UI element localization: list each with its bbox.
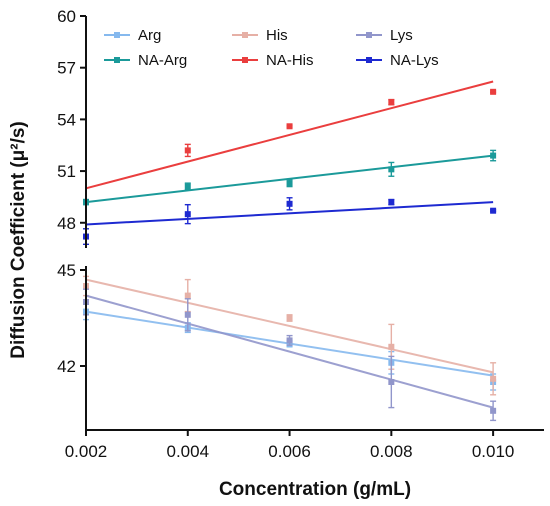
y-axis-title: Diffusion Coefficient (μ²/s)	[8, 121, 29, 359]
y-tick-label: 42	[57, 357, 76, 376]
data-point	[388, 199, 395, 206]
legend-marker	[366, 32, 372, 38]
data-point	[184, 147, 191, 154]
legend: Arg His Lys NA-Arg NA-His NA-Lys	[104, 27, 439, 69]
legend-label: Lys	[390, 27, 413, 44]
legend-item-his: His	[232, 27, 288, 44]
data-point	[388, 343, 395, 350]
data-point	[184, 211, 191, 218]
legend-label: His	[266, 27, 288, 44]
data-point	[184, 183, 191, 190]
data-point	[286, 337, 293, 344]
legend-label: NA-Lys	[390, 52, 439, 69]
data-point	[490, 152, 497, 159]
x-tick-label: 0.006	[268, 442, 311, 461]
legend-marker	[242, 32, 248, 38]
fit-line	[85, 294, 494, 409]
y-tick-label: 51	[57, 162, 76, 181]
data-point	[490, 207, 497, 214]
data-point	[388, 166, 395, 173]
legend-item-na-lys: NA-Lys	[356, 52, 439, 69]
data-point	[388, 99, 395, 106]
fit-line	[85, 154, 494, 204]
series-na-his	[85, 80, 497, 190]
legend-item-na-arg: NA-Arg	[104, 52, 187, 69]
fit-line	[85, 278, 494, 374]
fit-line	[85, 80, 494, 190]
legend-marker	[114, 32, 120, 38]
x-tick-label: 0.010	[472, 442, 515, 461]
legend-label: NA-Arg	[138, 52, 187, 69]
series-marks	[83, 80, 497, 422]
legend-item-arg: Arg	[104, 27, 161, 44]
y-tick-label: 57	[57, 59, 76, 78]
legend-marker	[114, 57, 120, 63]
data-point	[184, 292, 191, 299]
legend-item-na-his: NA-His	[232, 52, 314, 69]
x-tick-label: 0.002	[65, 442, 108, 461]
data-point	[184, 311, 191, 318]
data-point	[388, 379, 395, 385]
legend-label: Arg	[138, 27, 161, 44]
data-point	[286, 123, 293, 130]
data-point	[490, 88, 497, 95]
data-point	[286, 180, 293, 187]
x-axis-title: Concentration (g/mL)	[219, 479, 411, 500]
fit-line	[85, 201, 494, 226]
data-point	[286, 315, 293, 321]
y-tick-label: 45	[57, 261, 76, 280]
legend-label: NA-His	[266, 52, 314, 69]
legend-marker	[366, 57, 372, 63]
series-lys	[83, 288, 497, 422]
legend-item-lys: Lys	[356, 27, 413, 44]
x-tick-label: 0.004	[167, 442, 210, 461]
data-point	[490, 375, 497, 382]
data-point	[286, 200, 293, 207]
series-na-arg	[83, 149, 497, 206]
legend-marker	[242, 57, 248, 63]
x-tick-label: 0.008	[370, 442, 413, 461]
y-tick-label: 48	[57, 214, 76, 233]
series-na-lys	[83, 197, 497, 246]
axes: 48 51 54 57 60 42 45 0.002 0.004 0.006 0.008 0.010	[57, 7, 544, 461]
y-tick-label: 60	[57, 7, 76, 26]
y-tick-label: 54	[57, 110, 76, 129]
data-point	[490, 407, 497, 414]
